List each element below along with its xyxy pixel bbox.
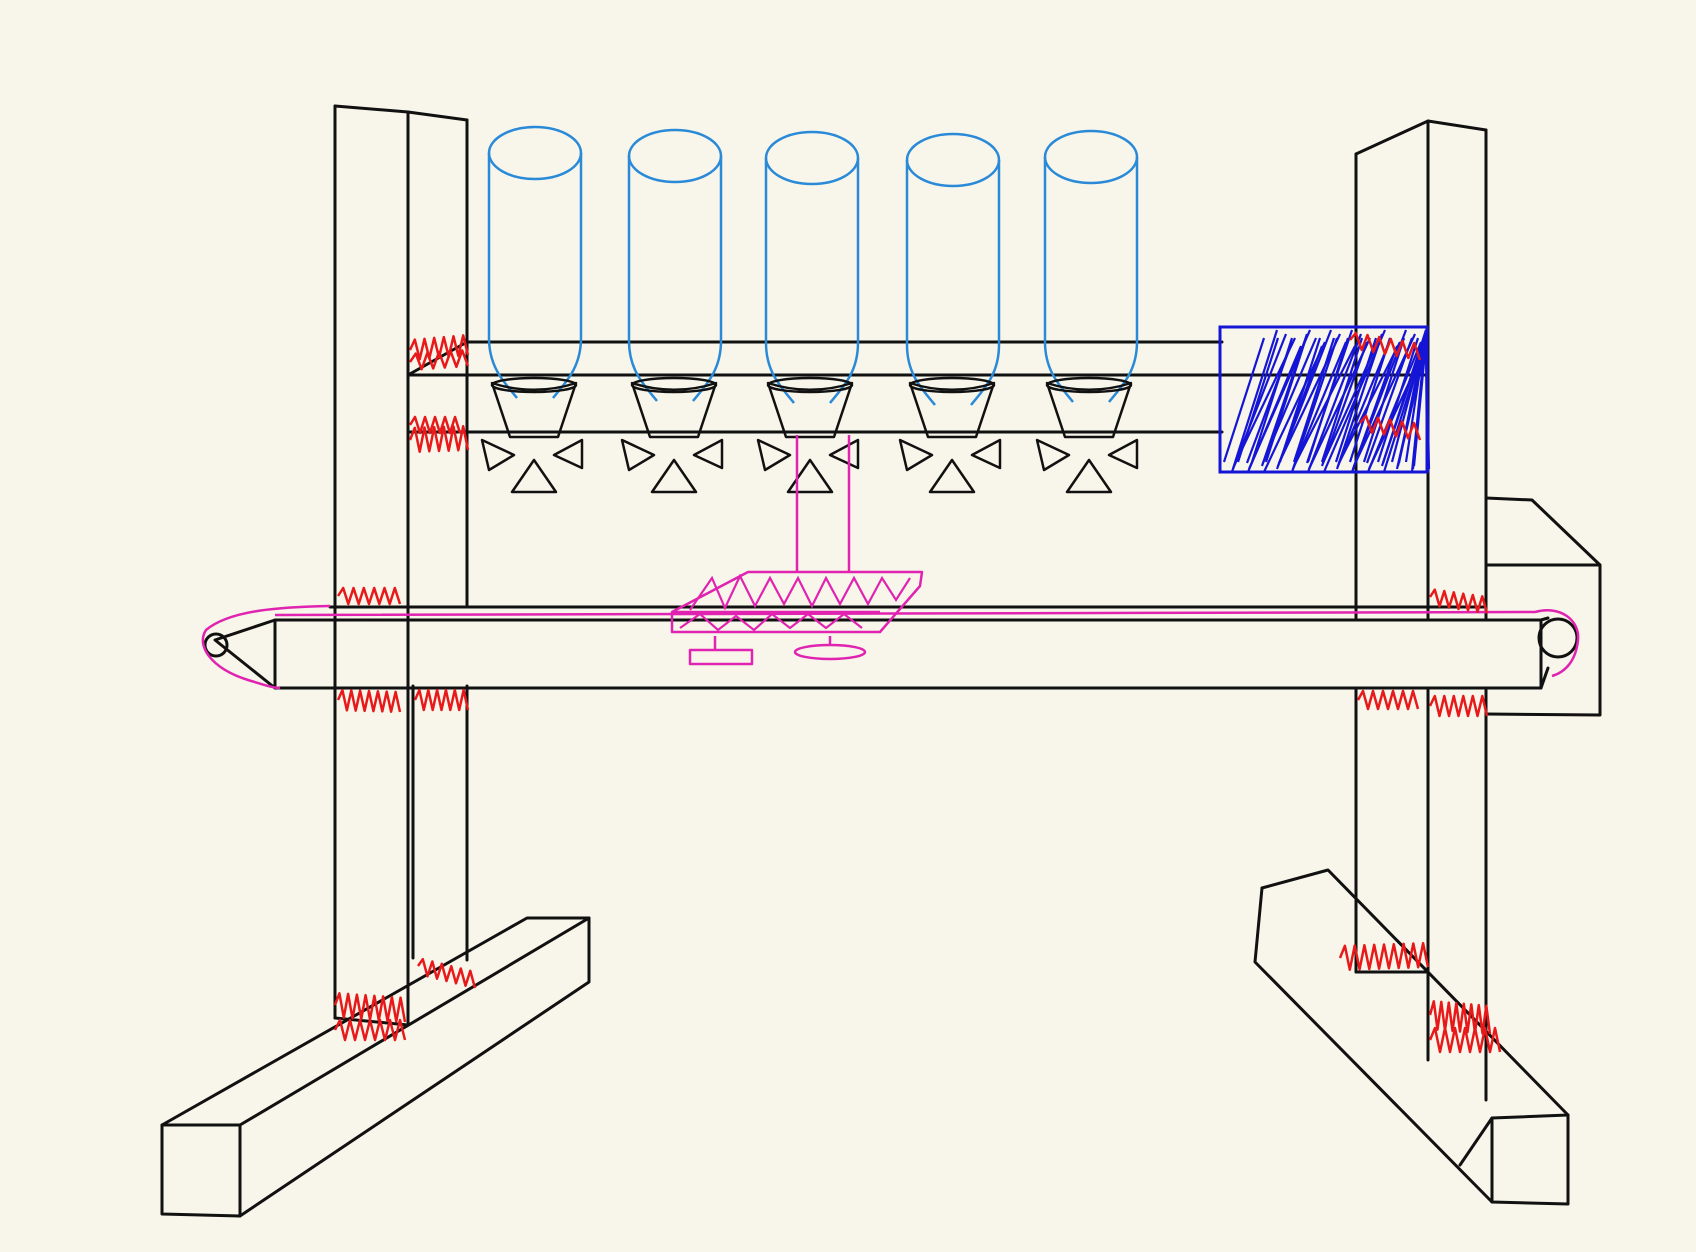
weld-mark xyxy=(1428,588,1489,614)
weld-mark xyxy=(408,349,470,371)
funnel-valve xyxy=(620,376,724,494)
funnel-valves-group xyxy=(480,376,1139,494)
bottles-group xyxy=(487,125,1139,406)
weld-mark xyxy=(1428,1026,1502,1054)
weld-mark xyxy=(336,688,402,713)
weld-mark xyxy=(416,957,477,989)
funnel-valve xyxy=(898,376,1002,494)
weld-mark xyxy=(413,688,470,712)
weld-marks-group xyxy=(333,331,1502,1054)
motor-housing xyxy=(1484,496,1602,717)
control-box-hatching xyxy=(1222,329,1431,473)
weld-mark xyxy=(333,1018,407,1042)
weld-mark xyxy=(408,424,470,453)
right-foot xyxy=(1253,868,1570,1206)
weld-mark xyxy=(336,586,402,606)
weld-mark xyxy=(408,334,470,361)
bottle xyxy=(627,128,723,402)
carriage xyxy=(670,435,924,666)
bottle xyxy=(764,130,860,404)
weld-mark xyxy=(1349,331,1422,361)
bottle xyxy=(905,132,1001,406)
funnel-valve xyxy=(1035,376,1139,494)
left-foot xyxy=(160,916,591,1218)
weld-mark xyxy=(1359,414,1422,441)
conveyor-belt xyxy=(201,604,1580,690)
weld-mark xyxy=(1428,694,1489,718)
weld-mark xyxy=(1428,1000,1492,1035)
bottle-support-rails xyxy=(406,340,1430,434)
control-box xyxy=(1218,325,1431,474)
weld-mark xyxy=(1338,941,1430,971)
weld-mark xyxy=(408,415,462,435)
funnel-valve xyxy=(480,376,584,494)
bottle xyxy=(1043,129,1139,403)
bottle xyxy=(487,125,583,399)
weld-mark xyxy=(1356,689,1420,711)
funnel-valve xyxy=(756,376,860,494)
